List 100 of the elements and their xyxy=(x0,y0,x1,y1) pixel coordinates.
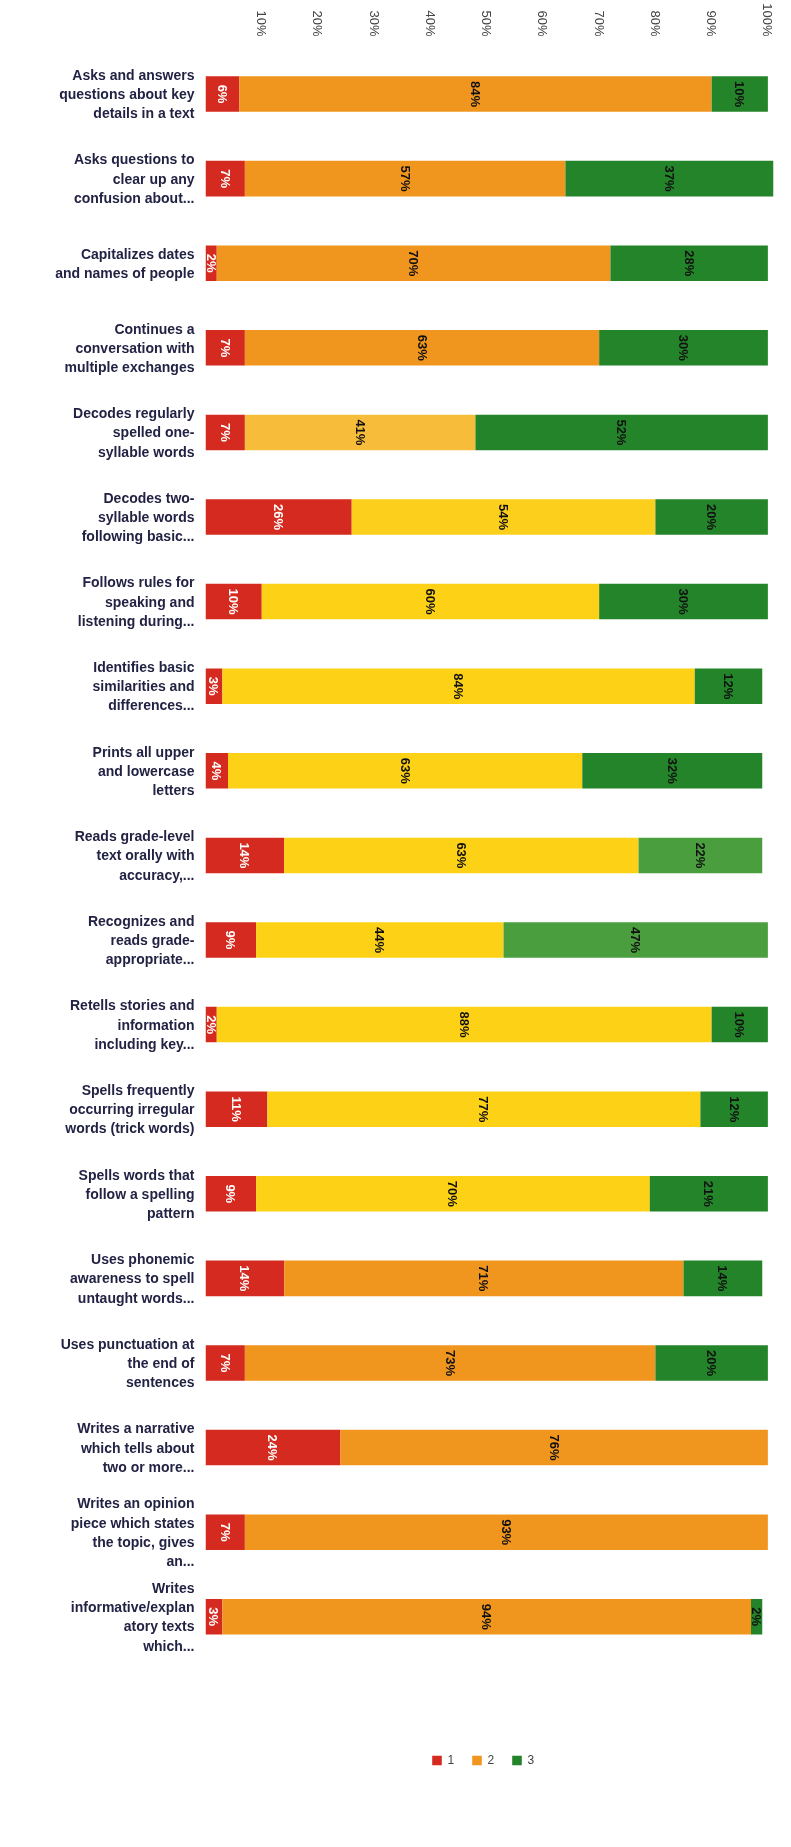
data-label: 21% xyxy=(701,1180,717,1208)
data-label: 47% xyxy=(628,926,644,954)
bar xyxy=(599,330,768,366)
y-tick-label: Follows rules for speaking and listening during... xyxy=(77,574,196,629)
data-label: 30% xyxy=(676,588,692,616)
bar xyxy=(711,76,768,112)
bar xyxy=(205,1091,268,1127)
bar xyxy=(351,499,656,535)
data-label: 63% xyxy=(453,842,469,869)
bar xyxy=(216,245,611,281)
bar xyxy=(244,414,476,451)
data-label: 84% xyxy=(451,673,467,700)
x-tick-label: 70% xyxy=(591,10,607,37)
bar xyxy=(565,160,774,197)
bar xyxy=(222,668,695,704)
bar xyxy=(582,753,763,789)
y-tick-label: Asks and answers questions about key details in a text xyxy=(59,66,195,122)
y-tick-label: Uses punctuation at the end of sentences xyxy=(60,1335,195,1391)
y-tick-label: Recognizes and reads grade-appropriate... xyxy=(87,912,195,968)
data-label: 32% xyxy=(664,757,680,785)
data-label: 3% xyxy=(206,1607,222,1627)
data-label: 54% xyxy=(496,504,512,531)
data-label: 52% xyxy=(614,419,630,446)
bar xyxy=(205,922,257,958)
data-label: 57% xyxy=(397,165,413,193)
y-tick-label: Decodes two-syllable words following basic... xyxy=(81,489,195,545)
bar xyxy=(244,1514,768,1550)
data-label: 11% xyxy=(228,1096,244,1123)
data-label: 7% xyxy=(217,338,233,358)
data-label: 2% xyxy=(203,253,219,274)
data-label: 76% xyxy=(546,1434,562,1462)
bar xyxy=(256,922,504,958)
bar xyxy=(205,1260,285,1297)
bar xyxy=(694,668,763,704)
data-label: 20% xyxy=(704,504,720,531)
data-label: 71% xyxy=(476,1265,492,1292)
bar xyxy=(261,583,600,620)
data-label: 10% xyxy=(732,1011,748,1039)
data-label: 73% xyxy=(442,1349,458,1377)
legend-label: 3 xyxy=(527,1753,536,1767)
data-label: 14% xyxy=(715,1265,731,1292)
legend-label: 1 xyxy=(447,1753,456,1767)
data-label: 12% xyxy=(726,1096,742,1123)
bar xyxy=(284,1260,684,1297)
y-tick-label: Continues a conversation with multiple exchanges xyxy=(64,320,195,376)
x-tick-label: 100% xyxy=(760,3,776,37)
data-label: 2% xyxy=(749,1607,765,1627)
data-label: 7% xyxy=(217,169,233,189)
x-tick-label: 60% xyxy=(535,10,551,37)
data-label: 20% xyxy=(704,1349,720,1377)
bar xyxy=(228,753,583,789)
bar xyxy=(655,1345,768,1381)
data-label: 14% xyxy=(237,842,253,869)
bar xyxy=(205,330,245,366)
bar xyxy=(267,1091,701,1127)
data-label: 44% xyxy=(372,926,388,954)
data-label: 9% xyxy=(223,930,239,950)
data-label: 37% xyxy=(661,165,677,193)
y-tick-label: Decodes regularly spelled one-syllable words xyxy=(73,405,195,460)
bar xyxy=(244,1345,656,1381)
y-tick-label: Capitalizes dates and names of people xyxy=(55,245,195,281)
data-label: 14% xyxy=(237,1265,253,1292)
data-label: 9% xyxy=(223,1184,239,1204)
data-label: 22% xyxy=(692,842,708,869)
bar xyxy=(216,1006,712,1043)
bar xyxy=(340,1429,768,1466)
data-label: 3% xyxy=(206,676,222,697)
bar xyxy=(638,837,763,874)
y-tick-label: Writes informative/explan atory texts which... xyxy=(70,1579,195,1654)
bar xyxy=(256,1176,650,1212)
bar xyxy=(222,1599,751,1635)
data-label: 41% xyxy=(352,419,368,446)
bar xyxy=(244,330,600,366)
bar xyxy=(503,922,768,958)
y-tick-label: Spells frequently occurring irregular words (trick words) xyxy=(64,1081,196,1137)
data-label: 30% xyxy=(676,334,692,362)
data-label: 63% xyxy=(397,757,413,785)
bar xyxy=(475,414,768,451)
data-label: 6% xyxy=(214,84,230,104)
bar xyxy=(700,1091,768,1127)
data-label: 2% xyxy=(203,1015,219,1035)
data-label: 10% xyxy=(732,81,748,108)
data-label: 24% xyxy=(265,1434,281,1462)
data-label: 70% xyxy=(445,1180,461,1208)
bar xyxy=(239,76,712,112)
bar xyxy=(205,1176,257,1212)
data-label: 94% xyxy=(479,1603,495,1631)
y-tick-label: Prints all upper and lowercase letters xyxy=(92,743,196,798)
bar xyxy=(683,1260,763,1297)
data-label: 28% xyxy=(681,250,697,277)
y-tick-label: Identifies basic similarities and differences... xyxy=(92,659,195,714)
data-label: 77% xyxy=(476,1096,492,1123)
x-tick-label: 80% xyxy=(647,10,663,37)
y-tick-label: Spells words that follow a spelling pattern xyxy=(78,1166,195,1221)
legend-label: 2 xyxy=(487,1753,496,1767)
data-label: 84% xyxy=(467,81,483,108)
bar xyxy=(655,499,768,535)
data-label: 4% xyxy=(209,761,225,781)
data-label: 7% xyxy=(217,423,233,443)
x-tick-label: 30% xyxy=(366,10,382,37)
